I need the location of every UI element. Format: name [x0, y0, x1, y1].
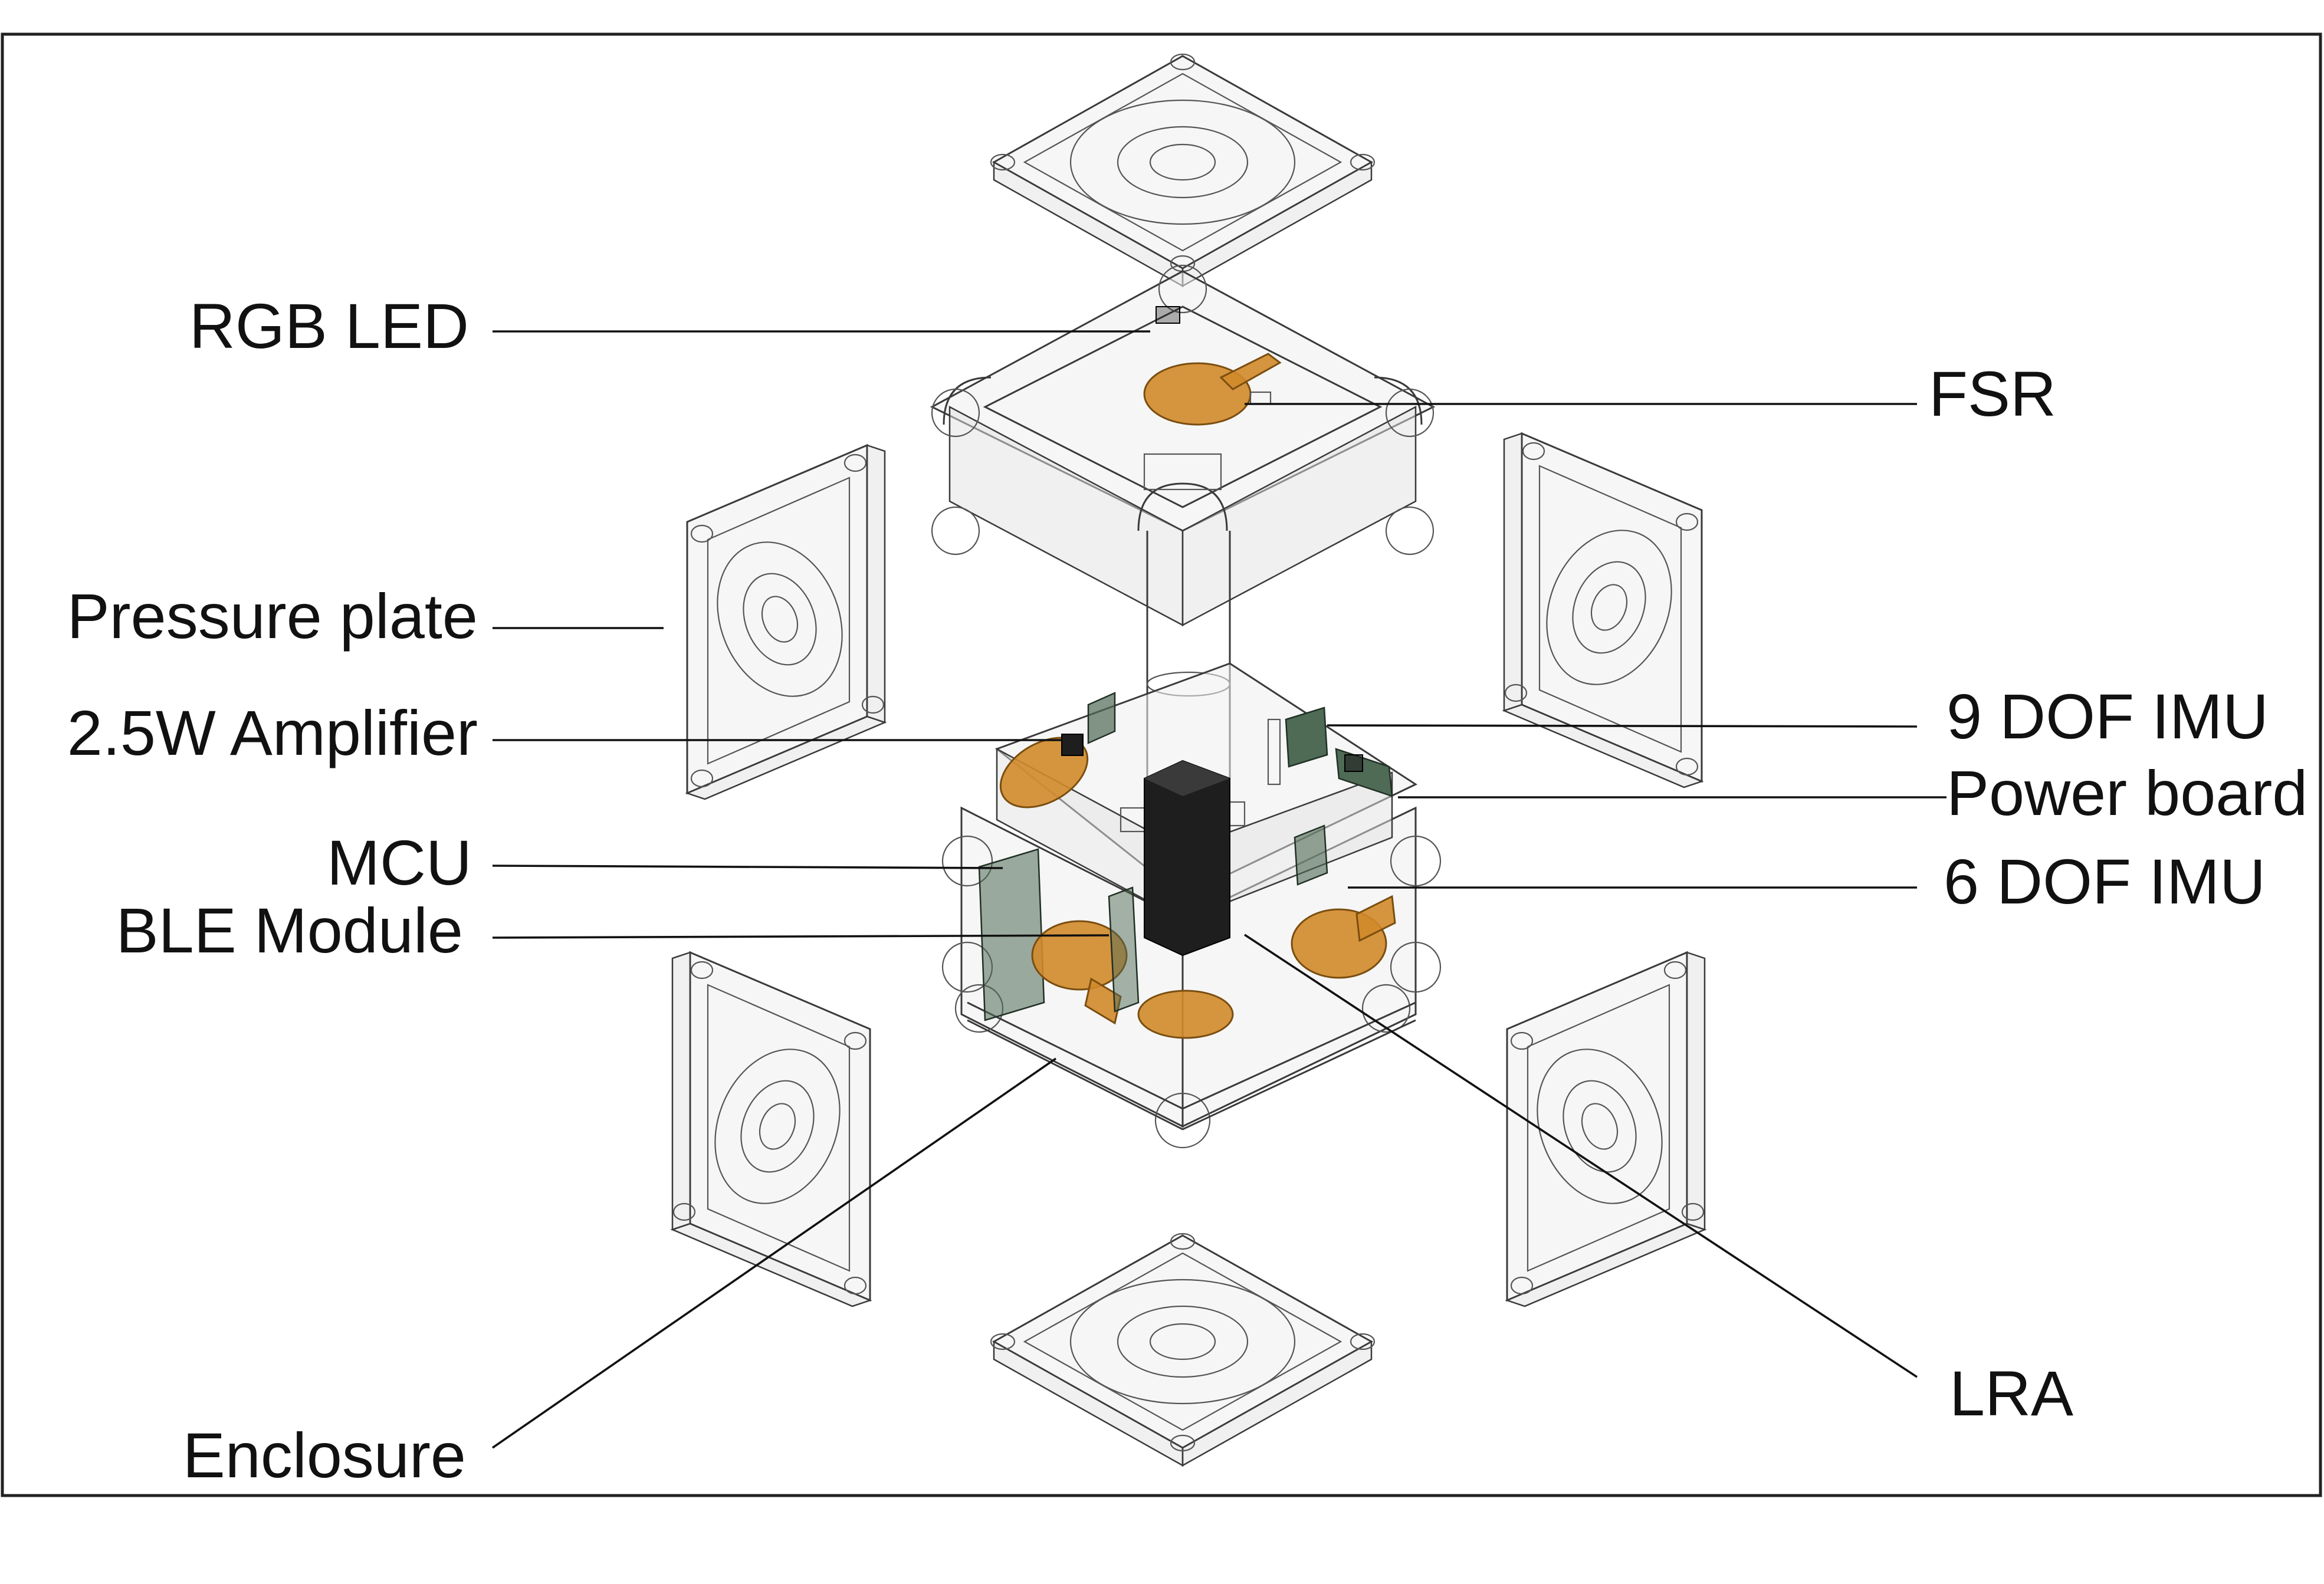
label-enclosure: Enclosure — [183, 1419, 466, 1491]
leader-imu9 — [1327, 724, 1918, 728]
imu9-board — [1285, 706, 1328, 768]
bottom-pressure-plate — [990, 1233, 1376, 1467]
figure-border — [1, 32, 2322, 1497]
amplifier-chip — [1061, 734, 1084, 756]
upper-enclosure — [930, 264, 1436, 627]
left-upper-pressure-plate — [686, 444, 886, 800]
lower-enclosure — [941, 662, 1442, 1149]
label-imu6: 6 DOF IMU — [1944, 846, 2266, 917]
right-upper-pressure-plate — [1503, 432, 1703, 788]
imu6-board — [1294, 824, 1328, 886]
top-pressure-plate — [990, 53, 1376, 287]
leader-enclosure — [491, 1057, 1057, 1449]
label-amplifier: 2.5W Amplifier — [67, 697, 478, 768]
leader-ble — [492, 934, 1110, 939]
leader-mcu — [492, 865, 1003, 869]
label-power-board: Power board — [1946, 757, 2307, 829]
label-fsr: FSR — [1929, 358, 2056, 429]
leader-lra — [1244, 934, 1918, 1378]
label-lra: LRA — [1949, 1358, 2073, 1429]
left-lower-pressure-plate — [671, 951, 871, 1307]
label-imu9: 9 DOF IMU — [1946, 681, 2269, 752]
label-ble: BLE Module — [116, 895, 463, 966]
label-pressure-plate: Pressure plate — [67, 580, 478, 652]
label-rgb-led: RGB LED — [189, 290, 469, 362]
ble-module-board — [1108, 886, 1140, 1013]
label-mcu: MCU — [327, 827, 472, 898]
right-lower-pressure-plate — [1506, 951, 1706, 1307]
leader-lines — [491, 330, 1946, 1449]
